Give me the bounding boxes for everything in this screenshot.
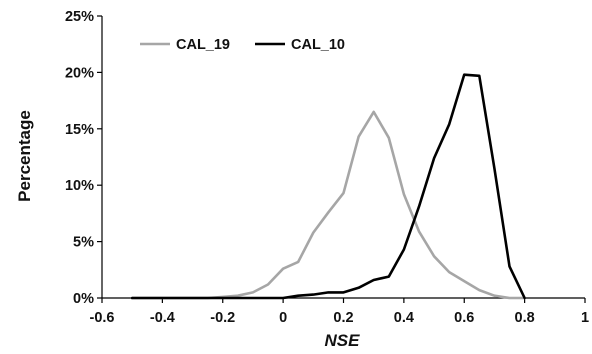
y-axis-title: Percentage [15,110,34,202]
x-tick-label: -0.6 [90,310,115,326]
series-line-cal-10 [130,73,526,300]
x-tick-label: 0 [279,310,287,326]
x-tick-label: -0.2 [210,310,235,326]
axes [101,16,585,299]
legend-label: CAL_19 [176,37,230,53]
x-axis-ticks: -0.6 -0.4 -0.2 0 0.2 0.4 0.6 0.8 1 [90,298,589,326]
x-tick-label: 1 [581,310,589,326]
y-tick-label: 15% [65,122,94,138]
x-tick-label: 0.6 [454,310,474,326]
series-layer [130,73,526,300]
x-tick-label: 0.2 [333,310,353,326]
x-axis-title: NSE [325,331,361,350]
y-tick-label: 25% [65,9,94,25]
legend-label: CAL_10 [291,37,345,53]
y-axis-ticks: 0% 5% 10% 15% 20% 25% [65,9,102,307]
y-tick-label: 5% [73,235,94,251]
x-tick-label: -0.4 [150,310,175,326]
y-tick-label: 0% [73,291,94,307]
legend: CAL_19 CAL_10 [140,37,345,53]
y-tick-label: 10% [65,178,94,194]
y-tick-label: 20% [65,65,94,81]
x-tick-label: 0.8 [515,310,535,326]
x-tick-label: 0.4 [394,310,414,326]
series-line-cal-19 [130,110,526,300]
